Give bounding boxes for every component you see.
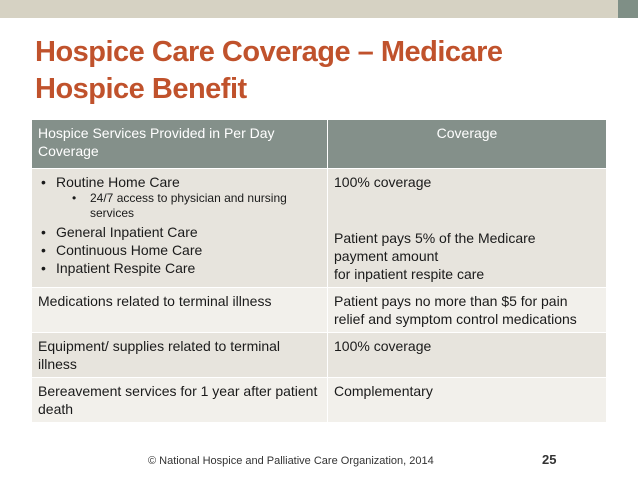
table-cell: Patient pays no more than $5 for pain re… bbox=[327, 287, 607, 333]
header-services: Hospice Services Provided in Per Day Cov… bbox=[31, 119, 328, 169]
header-coverage: Coverage bbox=[327, 119, 607, 169]
coverage-text: for inpatient respite care bbox=[334, 266, 485, 282]
table-cell: 100% coverage bbox=[327, 332, 607, 378]
coverage-table: Hospice Services Provided in Per Day Cov… bbox=[31, 119, 607, 423]
services-cell: Routine Home Care 24/7 access to physici… bbox=[31, 168, 328, 288]
table-row: Medications related to terminal illness … bbox=[31, 287, 607, 333]
list-item: Continuous Home Care bbox=[38, 241, 321, 259]
list-item: Inpatient Respite Care bbox=[38, 259, 321, 277]
table-cell: Medications related to terminal illness bbox=[31, 287, 328, 333]
top-bar bbox=[0, 0, 638, 18]
coverage-text: 100% coverage bbox=[334, 174, 432, 190]
table-cell: Complementary bbox=[327, 377, 607, 423]
list-item: General Inpatient Care bbox=[38, 223, 321, 241]
page-number: 25 bbox=[542, 452, 557, 467]
table-row: Bereavement services for 1 year after pa… bbox=[31, 377, 607, 423]
table-row: Equipment/ supplies related to terminal … bbox=[31, 332, 607, 378]
coverage-text: Patient pays 5% of the Medicare bbox=[334, 230, 536, 246]
table-cell: Bereavement services for 1 year after pa… bbox=[31, 377, 328, 423]
title-line-1: Hospice Care Coverage – Medicare bbox=[35, 36, 503, 68]
list-subitem: 24/7 access to physician and nursing ser… bbox=[38, 191, 321, 221]
copyright-footer: © National Hospice and Palliative Care O… bbox=[148, 455, 434, 467]
table-cell: Equipment/ supplies related to terminal … bbox=[31, 332, 328, 378]
list-item: Routine Home Care bbox=[38, 173, 321, 191]
services-list: Routine Home Care 24/7 access to physici… bbox=[38, 173, 321, 277]
table-header-row: Hospice Services Provided in Per Day Cov… bbox=[31, 119, 607, 169]
table-row: Routine Home Care 24/7 access to physici… bbox=[31, 168, 607, 288]
corner-accent bbox=[618, 0, 638, 18]
coverage-cell: 100% coverage Patient pays 5% of the Med… bbox=[327, 168, 607, 288]
slide-title: Hospice Care Coverage – Medicare Hospice… bbox=[35, 34, 615, 108]
coverage-text: payment amount bbox=[334, 248, 439, 264]
title-line-2: Hospice Benefit bbox=[35, 73, 247, 105]
